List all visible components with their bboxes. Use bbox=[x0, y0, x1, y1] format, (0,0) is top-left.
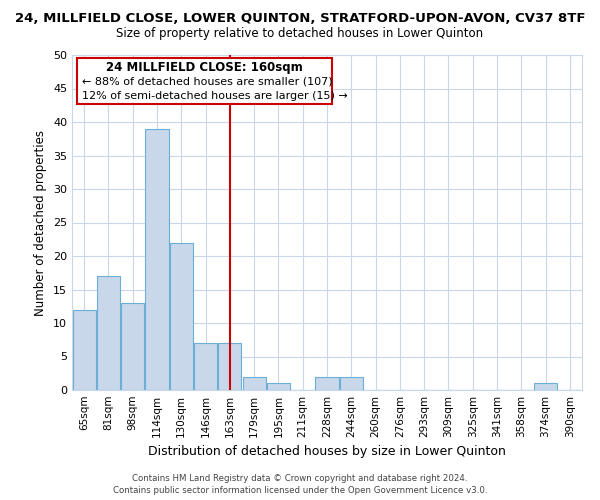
Bar bbox=[316, 376, 338, 390]
Bar bbox=[97, 276, 120, 390]
Bar bbox=[242, 376, 266, 390]
Bar bbox=[145, 128, 169, 390]
Text: 12% of semi-detached houses are larger (15) →: 12% of semi-detached houses are larger (… bbox=[82, 91, 348, 101]
Text: ← 88% of detached houses are smaller (107): ← 88% of detached houses are smaller (10… bbox=[82, 77, 333, 87]
Bar bbox=[218, 343, 241, 390]
Text: 24, MILLFIELD CLOSE, LOWER QUINTON, STRATFORD-UPON-AVON, CV37 8TF: 24, MILLFIELD CLOSE, LOWER QUINTON, STRA… bbox=[15, 12, 585, 26]
Bar bbox=[340, 376, 363, 390]
Bar bbox=[73, 310, 95, 390]
Bar bbox=[121, 303, 144, 390]
Bar bbox=[170, 242, 193, 390]
Bar bbox=[534, 384, 557, 390]
Y-axis label: Number of detached properties: Number of detached properties bbox=[34, 130, 47, 316]
Text: 24 MILLFIELD CLOSE: 160sqm: 24 MILLFIELD CLOSE: 160sqm bbox=[106, 61, 303, 74]
Bar bbox=[194, 343, 217, 390]
Text: Contains HM Land Registry data © Crown copyright and database right 2024.
Contai: Contains HM Land Registry data © Crown c… bbox=[113, 474, 487, 495]
Text: Size of property relative to detached houses in Lower Quinton: Size of property relative to detached ho… bbox=[116, 28, 484, 40]
Bar bbox=[267, 384, 290, 390]
FancyBboxPatch shape bbox=[77, 58, 332, 104]
X-axis label: Distribution of detached houses by size in Lower Quinton: Distribution of detached houses by size … bbox=[148, 446, 506, 458]
